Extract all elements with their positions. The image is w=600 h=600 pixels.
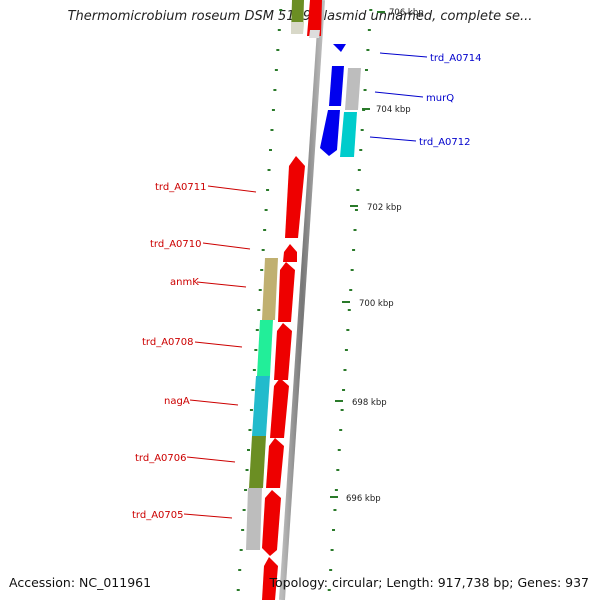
label-trd_A0705: trd_A0705 <box>132 510 184 521</box>
label-trd_A0711: trd_A0711 <box>155 182 207 193</box>
gene-trd_A0708-cog <box>257 320 273 376</box>
label-trd_A0708: trd_A0708 <box>142 337 194 348</box>
top-partial-features <box>291 0 322 38</box>
backbone-line <box>279 0 325 600</box>
scale-label-702: 702 kbp <box>367 203 402 213</box>
gene-next-arrow[interactable] <box>262 557 278 600</box>
label-murQ: murQ <box>426 93 454 104</box>
gene-trd_A0710-arrow[interactable] <box>283 244 297 262</box>
gene-trd_A0705-cog <box>246 488 262 550</box>
scale-label-704: 704 kbp <box>376 105 411 115</box>
scale-ticks: 706 kbp 704 kbp 702 kbp 700 kbp 698 kbp … <box>330 8 424 504</box>
label-nagA: nagA <box>164 396 190 407</box>
gene-anmK-cog <box>262 258 278 320</box>
gene-trd_A0705-arrow[interactable] <box>262 490 281 556</box>
gene-trd_A0714-arrow[interactable] <box>333 44 346 52</box>
gene-trd_A0711-arrow[interactable] <box>285 156 305 238</box>
gene-nagA-arrow[interactable] <box>270 378 289 438</box>
label-trd_A0714: trd_A0714 <box>430 53 482 64</box>
scale-label-706: 706 kbp <box>389 8 424 18</box>
forward-strand-genes <box>246 156 305 600</box>
label-trd_A0712: trd_A0712 <box>419 137 471 148</box>
gene-murQ-arrow[interactable] <box>329 66 344 106</box>
gene-trd_A0706-arrow[interactable] <box>266 438 284 488</box>
accession-label: Accession: NC_011961 <box>9 575 152 590</box>
gene-trd_A0708-arrow[interactable] <box>274 323 292 380</box>
gene-trd_A0712-arrow[interactable] <box>320 110 340 156</box>
forward-gene-labels: trd_A0711 trd_A0710 anmK trd_A0708 nagA … <box>132 182 257 521</box>
label-trd_A0710: trd_A0710 <box>150 239 202 250</box>
scale-label-700: 700 kbp <box>359 299 394 309</box>
gene-trd_A0706-cog <box>249 436 266 488</box>
label-trd_A0706: trd_A0706 <box>135 453 187 464</box>
topology-label: Topology: circular; Length: 917,738 bp; … <box>269 575 590 590</box>
gene-anmK-arrow[interactable] <box>278 262 295 322</box>
gene-murQ-cog <box>345 68 361 110</box>
gene-nagA-cog <box>252 376 270 436</box>
reverse-strand-genes <box>320 44 361 157</box>
scale-label-698: 698 kbp <box>352 398 387 408</box>
label-anmK: anmK <box>170 277 199 288</box>
scale-label-696: 696 kbp <box>346 494 381 504</box>
gene-trd_A0712-cog <box>340 112 357 157</box>
reverse-gene-labels: trd_A0714 murQ trd_A0712 <box>369 52 482 148</box>
